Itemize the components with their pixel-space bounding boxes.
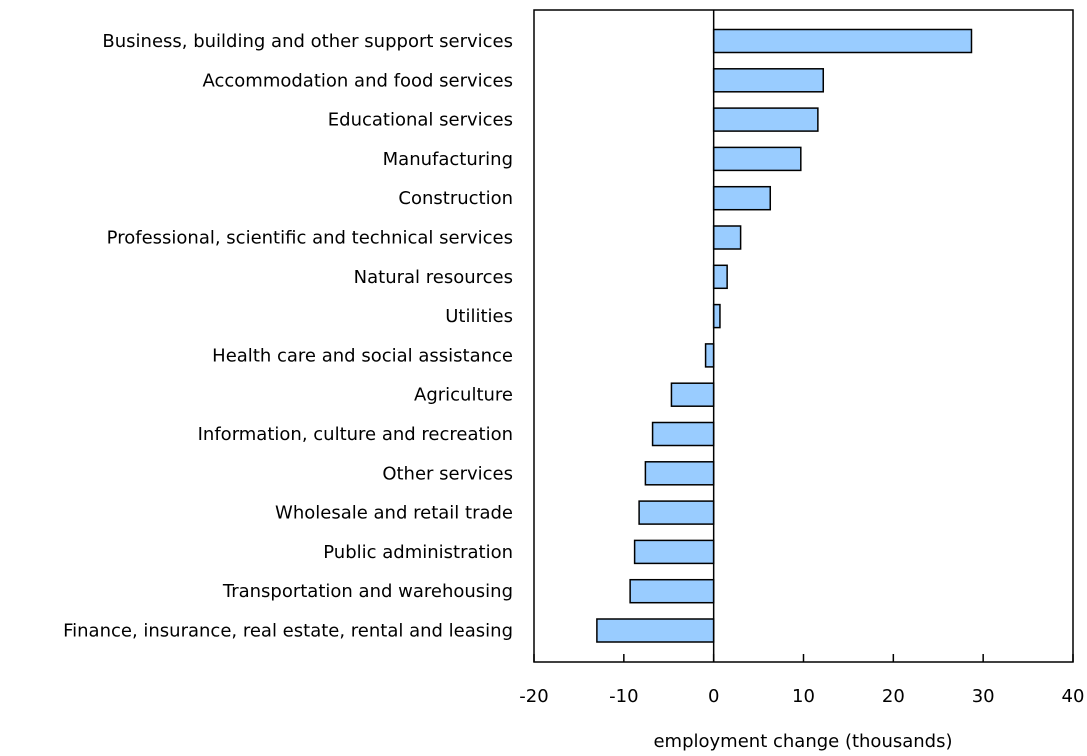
bar	[629, 578, 715, 604]
bar	[712, 185, 772, 211]
bar	[712, 146, 802, 172]
category-label: Construction	[398, 188, 513, 209]
category-label: Manufacturing	[383, 149, 513, 170]
bar	[670, 382, 715, 407]
bar	[712, 303, 721, 329]
category-label: Health care and social assistance	[212, 345, 513, 366]
bar	[712, 107, 819, 132]
bars-group	[596, 28, 973, 643]
category-labels-group: Business, building and other support ser…	[63, 31, 513, 642]
x-tick-label: 30	[972, 686, 995, 707]
category-label: Wholesale and retail trade	[275, 503, 513, 524]
x-tick-label: 20	[882, 686, 905, 707]
x-tick-label: 40	[1062, 686, 1085, 707]
category-label: Professional, scientific and technical s…	[107, 228, 513, 249]
category-label: Natural resources	[354, 267, 513, 288]
x-tick-label: 10	[792, 686, 815, 707]
x-tick-label: -10	[609, 686, 638, 707]
x-axis-ticks-group: -20 -10 0 10 20 30 40	[519, 654, 1084, 707]
category-label: Public administration	[323, 542, 513, 563]
category-label: Transportation and warehousing	[222, 581, 513, 602]
bar	[638, 500, 715, 525]
x-tick-label: -20	[519, 686, 548, 707]
category-label: Finance, insurance, real estate, rental …	[63, 621, 513, 642]
bar	[633, 539, 715, 565]
category-label: Accommodation and food services	[203, 70, 514, 91]
bar	[712, 264, 728, 290]
bar	[596, 618, 715, 643]
bar	[712, 225, 742, 250]
bar	[644, 461, 715, 486]
category-label: Information, culture and recreation	[198, 424, 513, 445]
x-tick-label: 0	[708, 686, 719, 707]
category-label: Other services	[382, 463, 513, 484]
bar	[704, 343, 715, 368]
category-label: Educational services	[328, 110, 513, 131]
bar	[651, 421, 715, 447]
bar	[712, 68, 825, 93]
x-axis-title: employment change (thousands)	[653, 731, 952, 752]
category-label: Utilities	[445, 306, 513, 327]
category-label: Business, building and other support ser…	[102, 31, 513, 52]
category-label: Agriculture	[414, 385, 513, 406]
bar	[712, 28, 973, 54]
